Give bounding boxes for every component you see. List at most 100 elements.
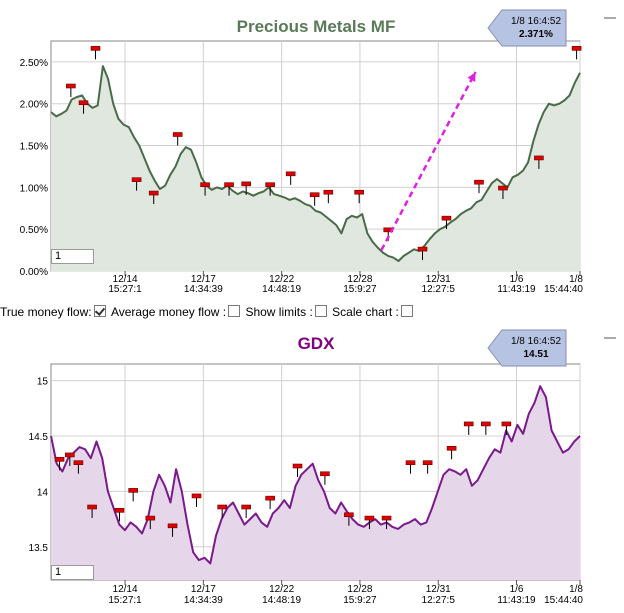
marker-flag (54, 457, 65, 462)
marker-flag (191, 493, 202, 499)
marker-flag (381, 515, 392, 521)
chart-title: GDX (298, 334, 336, 353)
marker-flag (354, 189, 364, 195)
marker-flag (128, 488, 138, 493)
x-tick-time: 12:27:5 (422, 595, 456, 606)
y-tick-label: 2.00% (20, 100, 48, 111)
show-limits-label: Show limits : (245, 304, 313, 319)
marker-flag (501, 421, 512, 427)
series-line (50, 385, 581, 565)
chart-title: Precious Metals MF (237, 17, 396, 36)
marker-flag (265, 495, 275, 501)
x-tick-time: 15:44:40 (544, 595, 583, 606)
marker-flag (167, 523, 178, 529)
y-tick-label: 0.00% (20, 267, 48, 278)
marker-flag (131, 177, 142, 182)
trend-arrow-head (467, 71, 476, 82)
marker-flag (571, 46, 582, 51)
bottom-chart-input[interactable]: 1 (51, 565, 94, 580)
x-tick-date: 12/31 (426, 584, 451, 595)
marker-flag (217, 504, 227, 510)
true-money-flow-label: True money flow: (0, 304, 92, 319)
x-tick-date: 12/17 (191, 584, 216, 595)
chart-controls: True money flow: Average money flow : Sh… (0, 302, 624, 320)
marker-flag (323, 189, 334, 195)
value-callout (487, 9, 567, 47)
x-tick-date: 12/31 (426, 274, 451, 285)
callout-value: 2.371% (519, 29, 553, 40)
y-tick-label: 1.50% (20, 142, 48, 153)
marker-flag (344, 512, 354, 518)
series-area (51, 386, 580, 580)
x-tick-time: 15:9:27 (343, 595, 377, 606)
x-tick-date: 1/8 (569, 274, 583, 285)
precious-metals-chart: 2.50% 2.00% 1.50% 1.00% 0.50% 0.00% 12/1415:27… (20, 9, 616, 295)
x-tick-date: 12/14 (113, 584, 138, 595)
marker-flag (73, 460, 84, 465)
x-tick-time: 11:43:19 (497, 284, 536, 295)
x-tick-date: 12/17 (191, 274, 216, 285)
x-tick-time: 15:9:27 (343, 284, 377, 295)
value-callout (487, 329, 567, 367)
marker-flag (441, 215, 452, 221)
marker-flag (114, 508, 125, 513)
average-money-flow-checkbox[interactable] (228, 304, 241, 317)
marker-flag (422, 460, 433, 465)
marker-flag (417, 246, 428, 252)
marker-flag (241, 181, 251, 187)
x-tick-date: 12/14 (113, 274, 138, 285)
marker-flag (285, 171, 296, 177)
marker-flag (309, 192, 320, 198)
series-line (50, 65, 581, 262)
x-tick-date: 1/6 (510, 274, 524, 285)
y-tick-label: 2.50% (20, 58, 48, 69)
marker-flag (78, 100, 89, 106)
marker-flag (364, 515, 375, 521)
y-tick-label: 14 (37, 487, 49, 498)
callout-value: 14.51 (523, 349, 548, 360)
marker-flag (498, 185, 508, 191)
marker-flag (66, 83, 76, 89)
scale-chart-checkbox[interactable] (400, 304, 413, 317)
marker-flag (172, 132, 183, 137)
x-tick-time: 15:27:1 (108, 595, 142, 606)
marker-flag (145, 515, 156, 521)
x-tick-time: 14:34:39 (184, 284, 223, 295)
marker-flag (87, 504, 97, 510)
marker-flag (265, 182, 275, 187)
top-chart-input[interactable]: 1 (51, 249, 94, 264)
x-tick-date: 12/22 (269, 274, 294, 285)
marker-flag (320, 471, 330, 477)
x-tick-time: 14:48:19 (262, 595, 301, 606)
y-tick-label: 1.00% (20, 183, 48, 194)
scale-chart-label: Scale chart : (332, 304, 399, 319)
marker-flag (241, 504, 251, 510)
x-tick-time: 11:43:19 (497, 595, 536, 606)
x-tick-date: 12/28 (347, 584, 372, 595)
callout-time: 1/8 16:4:52 (511, 336, 561, 347)
marker-flag (463, 421, 474, 427)
marker-flag (90, 46, 101, 51)
show-limits-checkbox[interactable] (314, 304, 327, 317)
x-tick-date: 1/8 (569, 584, 583, 595)
trend-arrow-line (380, 71, 477, 251)
y-tick-label: 13.5 (29, 543, 49, 554)
marker-flag (405, 460, 416, 465)
y-tick-label: 14.5 (29, 432, 49, 443)
x-tick-date: 1/6 (510, 584, 524, 595)
true-money-flow-checkbox[interactable] (93, 304, 106, 317)
marker-flag (224, 182, 234, 187)
x-tick-time: 12:27:5 (422, 284, 456, 295)
marker-flag (474, 179, 484, 185)
marker-flag (446, 445, 457, 451)
x-tick-time: 14:34:39 (184, 595, 223, 606)
x-tick-time: 15:44:40 (544, 284, 583, 295)
callout-time: 1/8 16:4:52 (511, 16, 561, 27)
marker-flag (65, 452, 75, 458)
y-tick-label: 15 (37, 377, 49, 388)
series-area (51, 66, 580, 271)
marker-flag (292, 463, 303, 469)
y-tick-label: 0.50% (20, 225, 48, 236)
marker-flag (481, 421, 491, 427)
